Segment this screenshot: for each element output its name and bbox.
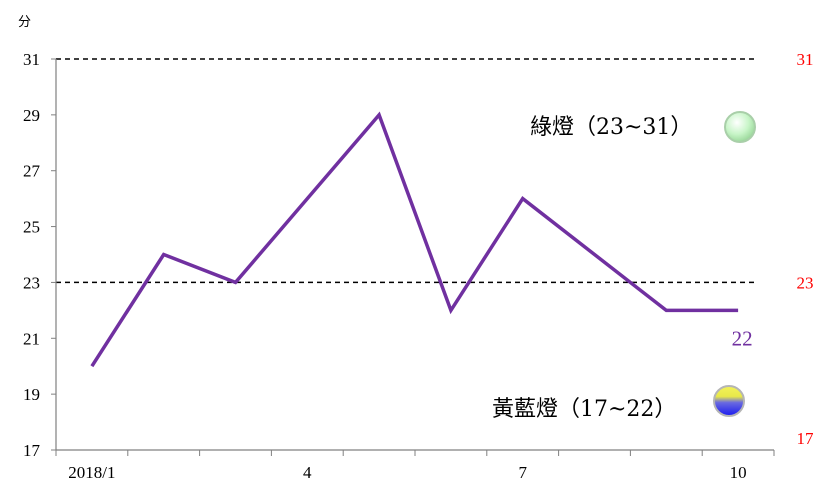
y-unit-label: 分 xyxy=(18,15,31,30)
green-zone-label: 綠燈（23~31） xyxy=(530,115,692,140)
x-tick-label: 10 xyxy=(730,463,747,482)
y-tick-label: 23 xyxy=(23,273,40,292)
yellow-blue-zone-label: 黃藍燈（17~22） xyxy=(492,397,676,422)
reference-label-31: 31 xyxy=(797,50,814,69)
x-tick-label: 2018/1 xyxy=(68,463,115,482)
x-tick-label: 7 xyxy=(518,463,527,482)
yellow-blue-zone: 黃藍燈（17~22） xyxy=(492,385,745,422)
green-zone: 綠燈（23~31） xyxy=(530,111,756,143)
last-value-label: 22 xyxy=(732,326,753,350)
y-tick-label: 17 xyxy=(23,441,41,460)
y-tick-label: 25 xyxy=(23,218,40,237)
y-tick-label: 21 xyxy=(23,329,40,348)
reference-label-23: 23 xyxy=(797,273,814,292)
y-tick-label: 29 xyxy=(23,106,40,125)
y-tick-label: 31 xyxy=(23,50,40,69)
x-tick-label: 4 xyxy=(303,463,312,482)
series-line xyxy=(90,111,739,368)
bottom-reference-label: 17 xyxy=(797,429,815,448)
y-tick-label: 27 xyxy=(23,162,41,181)
green-light-icon xyxy=(724,111,756,143)
yellow-blue-light-icon xyxy=(713,385,745,417)
y-tick-label: 19 xyxy=(23,385,40,404)
